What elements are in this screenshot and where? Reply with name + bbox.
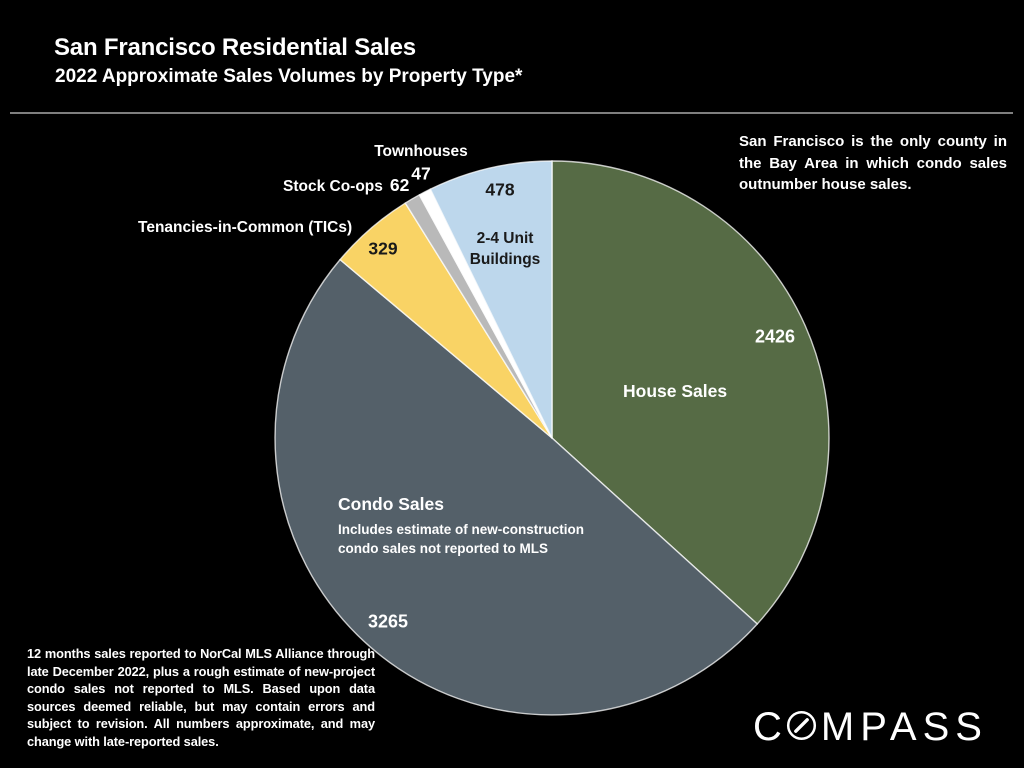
page-subtitle: 2022 Approximate Sales Volumes by Proper… bbox=[55, 66, 523, 87]
title-divider-line bbox=[10, 112, 1013, 114]
value-2-4-unit-buildings: 478 bbox=[485, 179, 515, 200]
value-townhouses: 47 bbox=[411, 163, 431, 184]
condo-sales-note: Includes estimate of new-construction co… bbox=[338, 522, 585, 556]
page-title: San Francisco Residential Sales bbox=[54, 34, 416, 61]
pie-slice-house-sales bbox=[551, 160, 830, 625]
compass-logo: C MPASS bbox=[753, 705, 988, 750]
label-house-sales: House Sales bbox=[623, 381, 728, 401]
stock-co-ops-text: Stock Co-ops bbox=[283, 178, 383, 195]
value-stock-co-ops: 62 bbox=[389, 175, 410, 195]
label-condo-sales-block: Condo Sales Includes estimate of new-con… bbox=[338, 494, 616, 558]
value-condo-sales: 3265 bbox=[367, 611, 409, 632]
compass-o-icon bbox=[786, 710, 816, 741]
value-tics: 329 bbox=[368, 238, 398, 259]
label-townhouses: Townhouses bbox=[374, 143, 468, 160]
logo-letters-mpass: MPASS bbox=[820, 705, 988, 749]
label-condo-sales: Condo Sales bbox=[338, 494, 444, 514]
label-2-4-unit-buildings: 2-4 Unit Buildings bbox=[469, 230, 541, 268]
label-stock-co-ops: Stock Co-ops 62 bbox=[283, 175, 409, 196]
pie-slice-2-4-unit-buildings bbox=[429, 160, 553, 439]
annotation-text: San Francisco is the only county in the … bbox=[739, 133, 1007, 193]
footnote-text: 12 months sales reported to NorCal MLS A… bbox=[27, 646, 375, 749]
logo-letter-c: C bbox=[753, 705, 788, 749]
label-tics: Tenancies-in-Common (TICs) bbox=[138, 219, 353, 236]
value-house-sales: 2426 bbox=[754, 326, 796, 347]
pie-slice-condo-sales bbox=[274, 258, 758, 716]
